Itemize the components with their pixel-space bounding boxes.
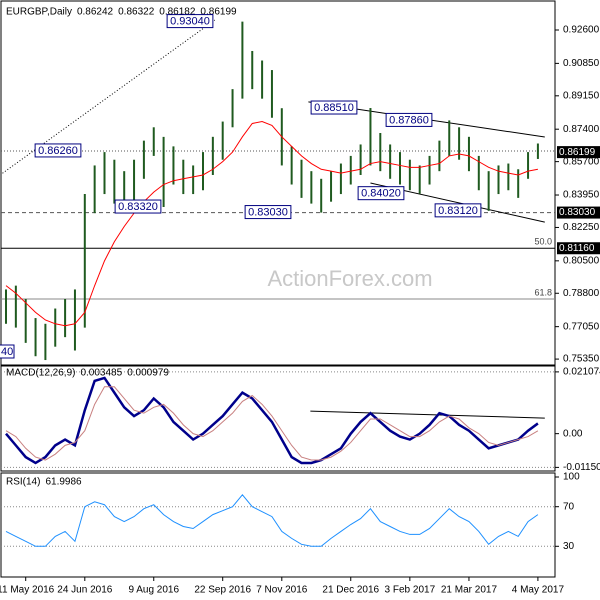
annotation-box [114, 199, 162, 214]
annotation-label: 0.83120 [438, 205, 478, 217]
y-tick-label: 0.87400 [563, 124, 600, 135]
annotation-label: 0.86260 [38, 145, 78, 157]
annotation-box [34, 143, 82, 158]
annotation-label: 0.83320 [118, 201, 158, 213]
panel-header: EURGBP,Daily [6, 7, 72, 18]
y-tick-label: 0.82250 [563, 222, 600, 233]
trendline [310, 410, 545, 419]
panel-header: 0.86322 [118, 7, 155, 18]
y-tick-label: 0.92600 [563, 25, 600, 36]
trendline [1, 19, 216, 175]
y-tick-label: 0.021074 [563, 367, 600, 378]
panel-header: 0.86199 [200, 7, 237, 18]
x-tick-label: 7 Nov 2016 [256, 585, 308, 596]
panel-plot [1, 371, 555, 468]
panel-header: 61.9986 [45, 477, 82, 488]
annotation-box [310, 100, 358, 115]
annotation-box [357, 186, 405, 201]
x-tick-label: 4 May 2017 [512, 585, 565, 596]
rsi-panel [0, 472, 556, 578]
y-tick-label: 0.83950 [563, 190, 600, 201]
x-tick-label: 24 Jun 2016 [57, 585, 112, 596]
panel-header: MACD(12,26,9) [6, 368, 75, 379]
panel-header: 0.86242 [77, 7, 114, 18]
price-marker [557, 242, 600, 255]
y-tick-label: 0.90850 [563, 58, 600, 69]
y-tick-label: 0.89150 [563, 90, 600, 101]
y-tick-label: 0.85700 [563, 156, 600, 167]
annotation-box [434, 203, 482, 218]
y-tick-label: 30 [563, 541, 575, 552]
y-tick-label: 0.80500 [563, 255, 600, 266]
y-tick-label: 0.77050 [563, 321, 600, 332]
annotation-box [244, 205, 292, 220]
price-marker-label: 0.81160 [559, 243, 595, 254]
indicator-line [5, 386, 539, 461]
fib-label: 50.0 [534, 237, 552, 247]
panel-header: RSI(14) [6, 477, 40, 488]
panel-plot [1, 494, 555, 547]
panel-plot [1, 19, 555, 361]
indicator-line [5, 376, 539, 465]
annotation-box [0, 344, 15, 359]
y-tick-label: 100 [563, 472, 580, 483]
y-tick-label: 0.00 [563, 428, 583, 439]
annotation-box [385, 112, 433, 127]
annotation-label: 0.93040 [170, 16, 210, 28]
price-panel [0, 0, 556, 366]
annotation-label: 0.84020 [361, 188, 401, 200]
price-marker-label: 0.86199 [559, 147, 596, 158]
annotation-label: 0.88510 [314, 102, 354, 114]
y-tick-label: 0.75350 [563, 354, 600, 365]
price-marker [557, 146, 600, 159]
price-marker [557, 206, 600, 219]
macd-panel [0, 365, 556, 472]
annotation-label: 0.83030 [248, 206, 288, 218]
x-tick-label: 11 May 2016 [0, 585, 55, 596]
moving-average [5, 121, 538, 327]
price-marker-label: 0.83030 [559, 207, 596, 218]
indicator-line [5, 494, 539, 547]
panel-header: 0.000979 [127, 368, 169, 379]
y-tick-label: -0.011507 [563, 462, 600, 473]
annotation-label: 0.87860 [389, 114, 429, 126]
x-tick-label: 21 Dec 2016 [322, 585, 379, 596]
panel-header: 0.86182 [159, 7, 196, 18]
annotation-box [166, 14, 214, 29]
x-tick-label: 3 Feb 2017 [385, 585, 436, 596]
y-tick-label: 0.78800 [563, 288, 600, 299]
x-tick-label: 21 Mar 2017 [441, 585, 498, 596]
y-tick-label: 70 [563, 501, 575, 512]
x-tick-label: 9 Aug 2016 [128, 585, 179, 596]
fib-label: 61.8 [534, 287, 552, 297]
annotation-label: 40 [1, 346, 13, 358]
panel-header: 0.003485 [80, 368, 122, 379]
watermark: ActionForex.com [267, 266, 432, 291]
x-tick-label: 22 Sep 2016 [194, 585, 251, 596]
